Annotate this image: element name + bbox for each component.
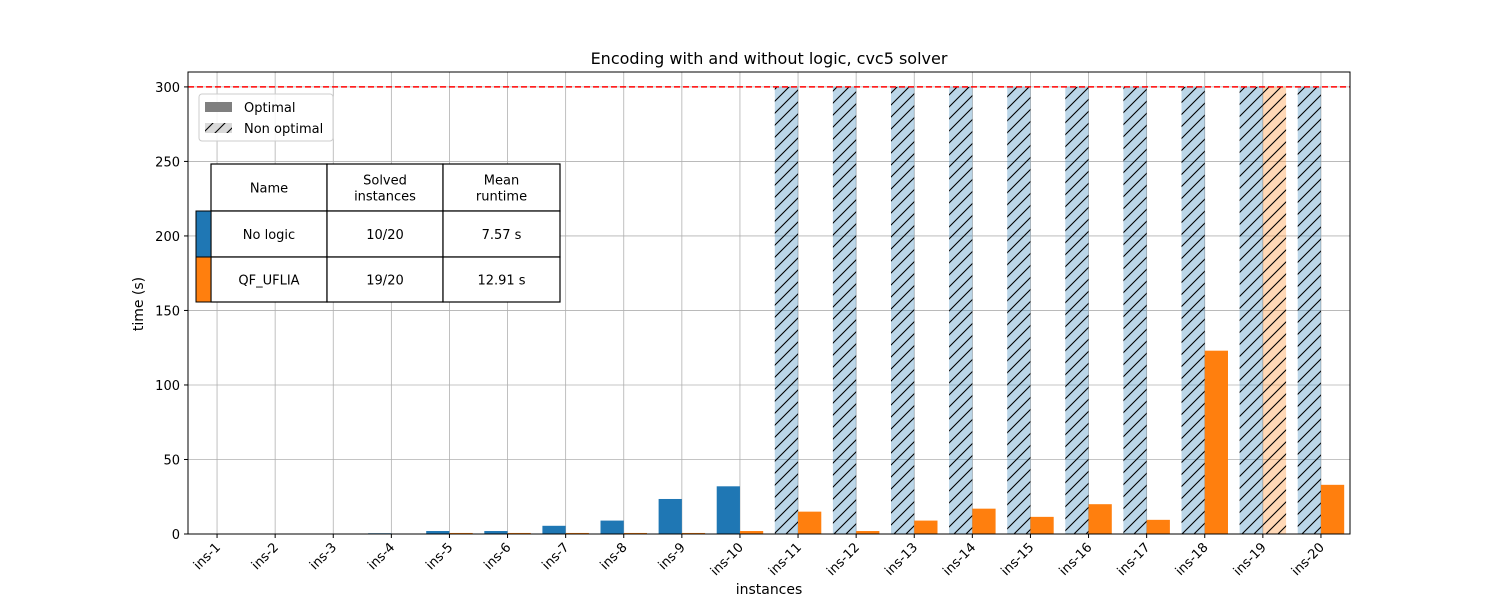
bar-hatch bbox=[1181, 86, 1205, 534]
bar bbox=[565, 532, 589, 534]
x-tick-label: ins-7 bbox=[540, 540, 573, 573]
x-tick-label: ins-15 bbox=[998, 540, 1037, 579]
bar bbox=[739, 531, 764, 534]
plot-frame bbox=[187, 71, 1351, 535]
x-tick-label: ins-2 bbox=[249, 540, 282, 573]
x-tick-label: ins-16 bbox=[1057, 540, 1096, 579]
table-header: runtime bbox=[476, 190, 527, 205]
x-tick-label: ins-18 bbox=[1173, 540, 1212, 579]
table-cell-text: No logic bbox=[243, 228, 295, 243]
table-cell-text: 19/20 bbox=[366, 274, 403, 289]
x-tick-label: ins-8 bbox=[598, 540, 631, 573]
bar bbox=[507, 532, 531, 534]
grid-lines bbox=[188, 72, 1350, 535]
y-tick-label: 150 bbox=[155, 304, 180, 319]
bar bbox=[798, 511, 822, 534]
bar bbox=[1146, 519, 1170, 534]
x-tick-label: ins-13 bbox=[882, 540, 921, 579]
table-cell-text: QF_UFLIA bbox=[238, 274, 299, 289]
table-cell-text: 12.91 s bbox=[477, 274, 525, 289]
bar bbox=[484, 531, 508, 534]
table-header: Name bbox=[250, 182, 288, 197]
table-row-color bbox=[195, 256, 212, 303]
bar-hatch bbox=[891, 86, 915, 534]
table-cell bbox=[442, 256, 561, 303]
table-cell bbox=[210, 210, 328, 258]
y-tick-label: 250 bbox=[155, 155, 180, 170]
x-tick-label: ins-1 bbox=[191, 540, 224, 573]
table-cell bbox=[326, 163, 444, 212]
bar bbox=[1320, 484, 1345, 534]
x-tick-label: ins-10 bbox=[708, 540, 747, 579]
bar bbox=[856, 531, 880, 534]
bar bbox=[426, 531, 450, 534]
bar bbox=[716, 486, 740, 534]
bar-hatch bbox=[1262, 86, 1287, 534]
bar bbox=[914, 520, 938, 534]
legend-swatch-hatch bbox=[205, 123, 232, 133]
table-cell bbox=[326, 256, 444, 303]
y-tick-label: 200 bbox=[155, 230, 180, 245]
bar-hatch bbox=[949, 86, 973, 534]
bar bbox=[681, 532, 706, 534]
bar-hatch bbox=[832, 86, 857, 534]
y-tick-label: 0 bbox=[172, 528, 180, 543]
bar-hatch bbox=[1123, 86, 1147, 534]
bar bbox=[1088, 504, 1112, 534]
x-tick-label: ins-6 bbox=[481, 540, 514, 573]
bar bbox=[449, 532, 473, 534]
table-header: instances bbox=[354, 190, 416, 205]
bar bbox=[658, 498, 682, 534]
legend-label: Optimal bbox=[244, 101, 295, 116]
bar bbox=[1030, 516, 1054, 534]
bar-hatch bbox=[1239, 86, 1263, 534]
legend: Optimal Non optimal bbox=[198, 93, 334, 142]
table-cell bbox=[442, 163, 561, 212]
bar-hatch bbox=[1297, 86, 1321, 534]
x-tick-label: ins-4 bbox=[365, 540, 398, 573]
table-header: Mean bbox=[484, 174, 519, 189]
bar bbox=[542, 525, 566, 534]
x-tick-label: ins-17 bbox=[1115, 540, 1154, 579]
bar-hatch bbox=[1065, 86, 1089, 534]
chart-title: Encoding with and without logic, cvc5 so… bbox=[591, 49, 948, 68]
legend-label: Non optimal bbox=[244, 122, 323, 137]
bars bbox=[193, 86, 1345, 534]
axes: 0 50 100 150 200 250 300 ins-1 ins-2 ins-3 ins-4 in… bbox=[155, 71, 1351, 579]
x-tick-label: ins-14 bbox=[940, 540, 979, 579]
x-tick-label: ins-20 bbox=[1289, 540, 1328, 579]
bar-hatch bbox=[774, 86, 799, 534]
table-header: Solved bbox=[363, 174, 407, 189]
bar-hatch bbox=[1007, 86, 1031, 534]
x-axis-label: instances bbox=[736, 582, 803, 598]
y-tick-label: 100 bbox=[155, 379, 180, 394]
bar bbox=[972, 508, 996, 534]
legend-swatch-optimal bbox=[205, 102, 232, 112]
bar bbox=[623, 532, 647, 534]
y-tick-label: 50 bbox=[163, 453, 180, 468]
x-tick-label: ins-5 bbox=[423, 540, 456, 573]
y-tick-label: 300 bbox=[155, 81, 180, 96]
x-tick-label: ins-11 bbox=[766, 540, 805, 579]
x-tick-label: ins-19 bbox=[1231, 540, 1270, 579]
table-row-color bbox=[195, 210, 212, 258]
x-tick-label: ins-3 bbox=[307, 540, 340, 573]
bar bbox=[600, 520, 624, 534]
x-tick-label: ins-9 bbox=[656, 540, 689, 573]
table-cell-text: 7.57 s bbox=[482, 228, 522, 243]
table-cell-text: 10/20 bbox=[366, 228, 403, 243]
y-axis-label: time (s) bbox=[131, 277, 147, 331]
legend-box bbox=[198, 93, 334, 142]
x-tick-label: ins-12 bbox=[824, 540, 863, 579]
bar bbox=[1204, 350, 1228, 534]
